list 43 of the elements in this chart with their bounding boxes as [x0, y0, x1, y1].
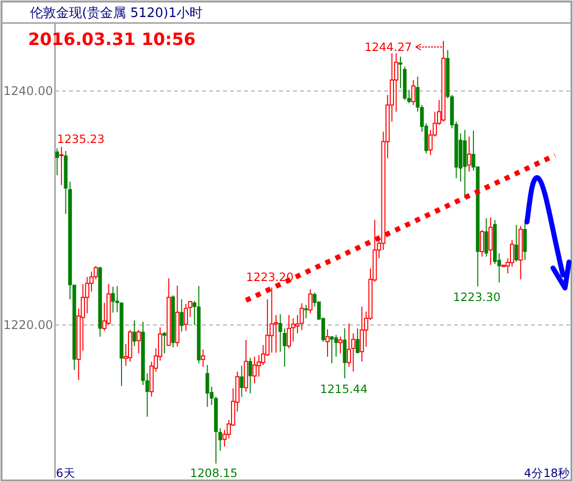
candlestick — [252, 356, 257, 384]
annotation: 1223.20 — [246, 270, 294, 284]
candlestick — [484, 218, 488, 258]
candlestick — [55, 148, 59, 176]
chart-title: 伦敦金现(贵金属 5120)1小时 — [30, 6, 203, 21]
candlestick — [356, 328, 360, 354]
candlestick — [398, 56, 402, 89]
candlestick — [278, 314, 282, 352]
annotation: 6天 — [56, 466, 76, 480]
candlestick — [346, 322, 352, 368]
y-tick-label: 1240.00 — [3, 84, 53, 98]
candlestick — [330, 335, 334, 364]
text: 2016.03.31 10:56 — [28, 30, 196, 50]
candlestick — [200, 349, 206, 368]
candlestick — [338, 336, 342, 354]
candlestick — [248, 357, 252, 394]
annotation: 1215.44 — [320, 382, 368, 396]
annotation: 1223.30 — [453, 290, 501, 304]
y-tick-label: 1220.00 — [3, 318, 53, 332]
candlestick — [59, 146, 64, 186]
candlestick — [300, 302, 304, 330]
candlestick — [274, 314, 278, 354]
candlestick — [360, 306, 364, 362]
candlestick — [325, 328, 330, 358]
candlestick — [308, 288, 312, 314]
candlestick — [514, 224, 518, 262]
annotation: 1244.27 — [364, 40, 412, 54]
candlestick — [180, 298, 184, 332]
candlestick — [467, 136, 472, 172]
annotation: 1208.15 — [190, 466, 238, 480]
candlestick — [132, 320, 136, 347]
candlestick — [488, 216, 493, 266]
annotation: 1235.23 — [57, 132, 105, 146]
candlestick — [206, 364, 210, 408]
candlestick — [304, 304, 308, 319]
candlestick — [342, 328, 347, 379]
candlestick — [480, 229, 484, 258]
candlestick — [411, 79, 416, 106]
candlestick — [136, 330, 141, 354]
candlestick — [111, 286, 115, 314]
candlestick — [240, 365, 244, 398]
candlestick — [162, 331, 166, 354]
annotation: 4分18秒 — [524, 466, 570, 480]
